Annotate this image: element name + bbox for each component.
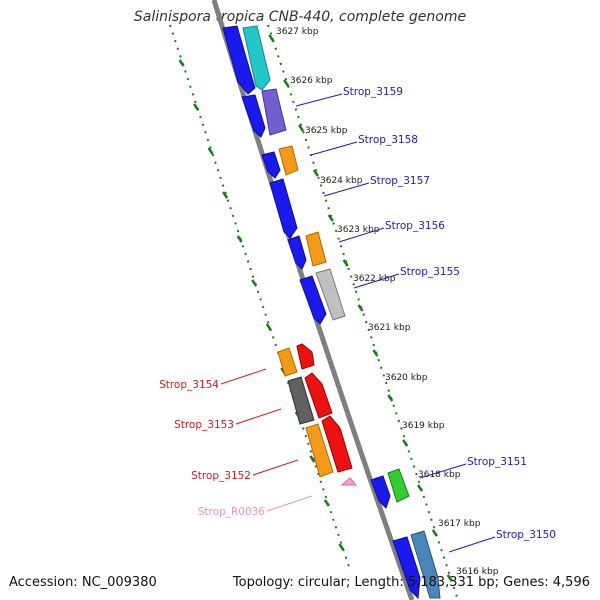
scale-tick [372, 349, 379, 357]
gene-arrow[interactable] [392, 536, 421, 600]
scale-tick [207, 147, 214, 155]
gene-arrow[interactable] [241, 94, 266, 138]
scale-label: 3619 kbp [402, 421, 445, 431]
scale-tick [309, 455, 316, 463]
gene-arrow[interactable] [387, 468, 410, 503]
gene-label-leader [252, 459, 299, 476]
gene-label[interactable]: Strop_3154 [159, 379, 219, 391]
scale-tick [193, 103, 200, 111]
gene-arrow[interactable] [304, 372, 333, 419]
gene-label-leader [295, 93, 343, 107]
scale-label: 3624 kbp [320, 176, 363, 186]
gene-label-leader [310, 141, 358, 156]
gene-arrow[interactable] [287, 235, 307, 270]
gene-arrow[interactable] [242, 25, 271, 91]
gene-label[interactable]: Strop_3159 [343, 86, 403, 98]
scale-label: 3625 kbp [305, 126, 348, 136]
gene-arrow[interactable] [305, 423, 334, 478]
scale-tick [312, 169, 319, 177]
gene-label-leader [338, 227, 385, 243]
scale-label: 3620 kbp [385, 373, 428, 383]
gene-arrow[interactable] [340, 477, 358, 486]
gene-label[interactable]: Strop_R0036 [198, 506, 266, 518]
gene-arrow[interactable] [261, 151, 281, 179]
gene-arrow[interactable] [278, 145, 299, 176]
gene-arrow[interactable] [269, 178, 298, 239]
gene-label[interactable]: Strop_3153 [174, 419, 234, 431]
scale-tick [387, 394, 394, 402]
gene-label[interactable]: Strop_3158 [358, 134, 418, 146]
gene-arrow[interactable] [410, 530, 441, 599]
scale-tick [236, 235, 243, 243]
gene-label-leader [353, 273, 400, 289]
scale-label: 3626 kbp [290, 76, 333, 86]
scale-tick [446, 574, 453, 582]
genome-summary-text: Topology: circular; Length: 5,183,331 bp… [232, 575, 590, 590]
scale-tick [265, 323, 272, 331]
gene-label-leader [220, 368, 267, 385]
gene-arrow[interactable] [321, 415, 353, 473]
gene-label-leader [235, 408, 282, 425]
gene-label-leader [323, 182, 370, 197]
gene-arrow[interactable] [305, 231, 327, 267]
gene-label-leader [448, 536, 496, 553]
scale-tick [402, 439, 409, 447]
gene-arrow[interactable] [296, 343, 315, 370]
scale-tick [323, 499, 330, 507]
scale-tick [283, 79, 290, 87]
scale-tick [251, 279, 258, 287]
inner-scale-ring [267, 24, 459, 600]
scale-tick [268, 34, 275, 42]
scale-label: 3622 kbp [353, 274, 396, 284]
scale-label: 3621 kbp [368, 323, 411, 333]
gene-arrow[interactable] [299, 275, 327, 325]
scale-tick [342, 259, 349, 267]
scale-tick [431, 529, 438, 537]
accession-text: Accession: NC_009380 [9, 575, 157, 590]
gene-label-leader [419, 463, 467, 479]
gene-label[interactable]: Strop_3150 [496, 529, 556, 541]
gene-label[interactable]: Strop_3152 [191, 470, 251, 482]
gene-label[interactable]: Strop_3157 [370, 175, 430, 187]
gene-label-leader [266, 495, 313, 512]
scale-label: 3618 kbp [418, 470, 461, 480]
gene-label[interactable]: Strop_3151 [467, 456, 527, 468]
scale-tick [178, 59, 185, 67]
scale-tick [357, 304, 364, 312]
gene-label[interactable]: Strop_3156 [385, 220, 445, 232]
scale-label: 3627 kbp [276, 27, 319, 37]
gene-arrow[interactable] [287, 376, 315, 425]
gene-arrow[interactable] [277, 347, 298, 377]
gene-label[interactable]: Strop_3155 [400, 266, 460, 278]
gene-arrow[interactable] [261, 88, 287, 136]
scale-label: 3616 kbp [456, 567, 499, 577]
scale-tick [338, 543, 345, 551]
scale-label: 3617 kbp [438, 519, 481, 529]
scale-tick [416, 484, 424, 492]
gene-arrow[interactable] [370, 475, 391, 509]
gene-arrow[interactable] [315, 268, 346, 321]
scale-label: 3623 kbp [337, 225, 380, 235]
gene-arrow[interactable] [222, 25, 256, 95]
scale-tick [298, 124, 305, 132]
scale-tick [222, 191, 229, 199]
scale-tick [327, 214, 334, 222]
